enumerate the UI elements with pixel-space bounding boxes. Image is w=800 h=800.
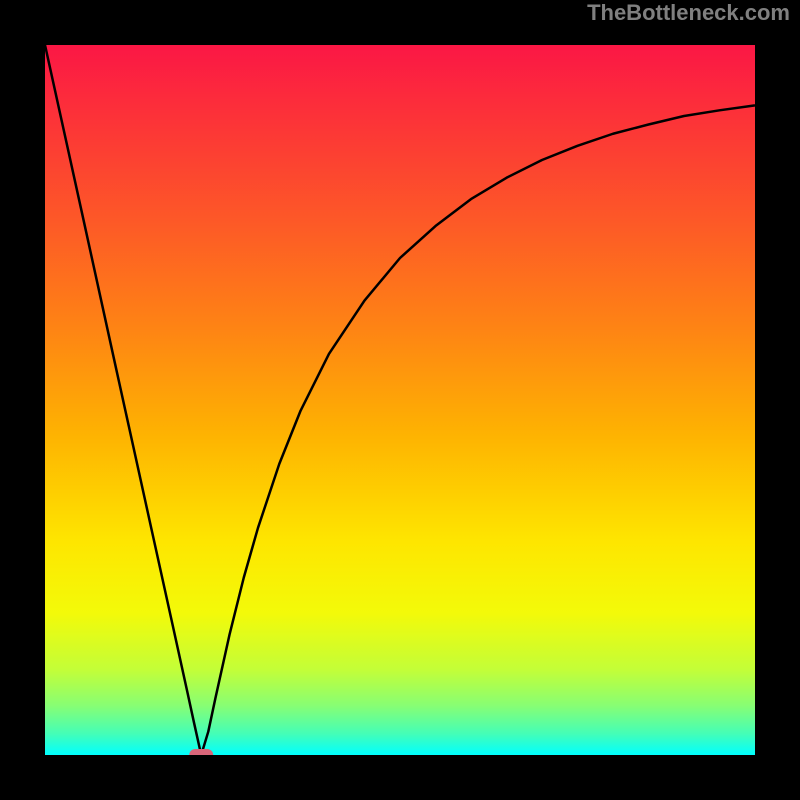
bottleneck-curve-chart xyxy=(0,0,800,800)
chart-container: TheBottleneck.com xyxy=(0,0,800,800)
watermark-text: TheBottleneck.com xyxy=(587,0,790,26)
plot-background-gradient xyxy=(45,45,755,755)
